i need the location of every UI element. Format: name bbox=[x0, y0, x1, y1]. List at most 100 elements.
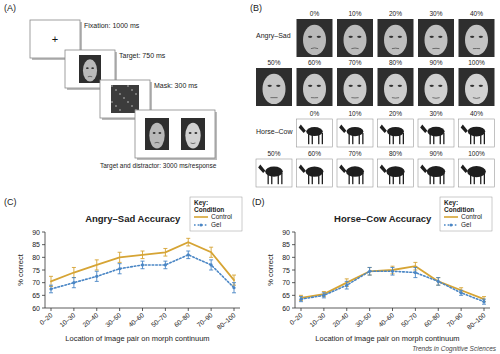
face-bg bbox=[337, 68, 373, 106]
x-tick bbox=[461, 308, 462, 311]
eye bbox=[430, 85, 434, 87]
error-bar-cap bbox=[459, 290, 463, 291]
image-frame bbox=[459, 159, 495, 187]
animal-head bbox=[461, 125, 468, 133]
y-tick bbox=[42, 295, 45, 296]
error-bar-cap bbox=[232, 282, 236, 283]
eye bbox=[276, 85, 280, 87]
legend-label: Control bbox=[461, 213, 483, 220]
face bbox=[149, 123, 164, 149]
x-tick bbox=[142, 308, 143, 311]
error-bar-cap bbox=[141, 258, 145, 259]
error-bar-cap bbox=[95, 259, 99, 260]
error-bar-cap bbox=[345, 281, 349, 282]
animal-head bbox=[380, 165, 387, 173]
y-axis-label: % correct bbox=[16, 253, 25, 286]
error-bar bbox=[368, 267, 372, 275]
x-tick bbox=[301, 308, 302, 311]
animal-leg bbox=[474, 173, 475, 184]
eye bbox=[470, 85, 474, 87]
animal-leg bbox=[268, 173, 269, 184]
x-tick-label: 0–20 bbox=[288, 311, 304, 326]
error-bar bbox=[299, 297, 303, 302]
x-tick bbox=[234, 308, 235, 311]
panel-label: (B) bbox=[250, 3, 262, 13]
data-point bbox=[391, 270, 394, 273]
y-tick-label: 75 bbox=[282, 267, 290, 274]
error-bar bbox=[72, 278, 76, 288]
step-label: Fixation: 1000 ms bbox=[84, 22, 140, 29]
face-bg bbox=[459, 68, 495, 106]
image-frame bbox=[256, 159, 292, 187]
animal-leg bbox=[281, 173, 282, 184]
morph-level: 60% bbox=[308, 59, 321, 66]
error-bar-cap bbox=[163, 248, 167, 249]
y-tick bbox=[292, 232, 295, 233]
error-bar-cap bbox=[186, 245, 190, 246]
face-bg bbox=[378, 68, 414, 106]
eye bbox=[308, 85, 312, 87]
image-frame bbox=[378, 159, 414, 187]
morph-level: 100% bbox=[468, 150, 485, 157]
legend-marker bbox=[200, 224, 203, 227]
image-frame bbox=[459, 119, 495, 147]
animal-leg bbox=[308, 173, 309, 184]
eye bbox=[398, 85, 402, 87]
animal-leg bbox=[312, 133, 313, 144]
series-line bbox=[51, 242, 234, 281]
face bbox=[343, 25, 366, 55]
legend-box bbox=[190, 197, 242, 231]
series-line bbox=[301, 266, 484, 299]
x-tick bbox=[369, 308, 370, 311]
x-axis-label: Location of image pair on morph continuu… bbox=[65, 334, 209, 343]
step-label: Target: 750 ms bbox=[119, 52, 166, 60]
animal-leg bbox=[362, 133, 363, 144]
animal-leg bbox=[318, 133, 319, 144]
face-bg bbox=[378, 19, 414, 57]
animal-leg bbox=[308, 133, 309, 144]
morph-level: 40% bbox=[470, 110, 483, 117]
mouth bbox=[473, 97, 480, 99]
mouth bbox=[473, 48, 480, 49]
y-tick-label: 85 bbox=[282, 241, 290, 248]
error-bar-cap bbox=[482, 299, 486, 300]
error-bar-cap bbox=[95, 281, 99, 282]
animal-leg bbox=[443, 133, 444, 144]
eye bbox=[86, 67, 89, 69]
x-tick-label: 10–30 bbox=[308, 311, 327, 328]
mouth bbox=[311, 97, 318, 98]
face bbox=[384, 74, 407, 104]
error-bar-cap bbox=[391, 266, 395, 267]
mouth bbox=[88, 76, 92, 78]
error-bar bbox=[95, 271, 99, 281]
morph-level: 10% bbox=[348, 10, 361, 17]
y-tick-label: 90 bbox=[282, 229, 290, 236]
image-frame bbox=[418, 119, 454, 147]
error-bar bbox=[482, 299, 486, 304]
error-bar-cap bbox=[299, 296, 303, 297]
mouth bbox=[392, 97, 399, 98]
y-axis-label: % correct bbox=[266, 253, 275, 286]
face bbox=[465, 25, 488, 55]
eye bbox=[470, 36, 474, 38]
mask-noise bbox=[131, 89, 133, 91]
error-bar-cap bbox=[141, 251, 145, 252]
eye bbox=[398, 36, 402, 38]
data-point bbox=[141, 263, 144, 266]
face-bg bbox=[337, 19, 373, 57]
panel-label: (A) bbox=[4, 3, 16, 13]
face-bg bbox=[256, 68, 292, 106]
animal-leg bbox=[362, 173, 363, 184]
animal-leg bbox=[480, 133, 481, 144]
animal-head bbox=[461, 165, 468, 173]
error-bar-cap bbox=[141, 261, 145, 262]
mask-noise bbox=[135, 93, 137, 95]
animal-leg bbox=[433, 133, 434, 144]
y-tick bbox=[292, 295, 295, 296]
data-point bbox=[345, 284, 348, 287]
data-point bbox=[460, 291, 463, 294]
y-tick-label: 80 bbox=[282, 254, 290, 261]
error-bar-cap bbox=[49, 276, 53, 277]
eye bbox=[357, 85, 361, 87]
legend-swatch bbox=[194, 216, 208, 218]
